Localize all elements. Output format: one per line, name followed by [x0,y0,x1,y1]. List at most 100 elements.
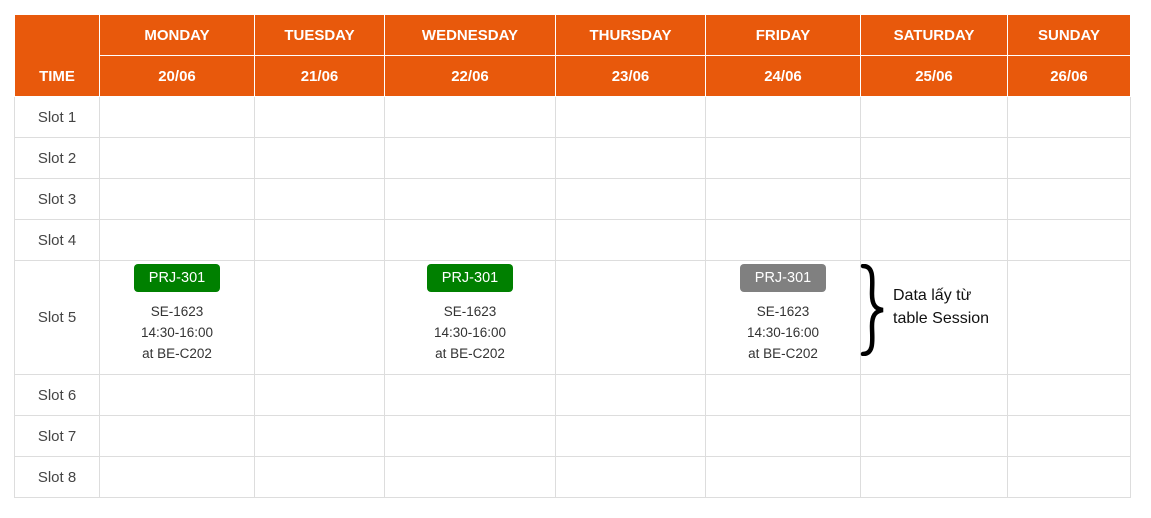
cell [860,260,1008,375]
cell [555,96,706,138]
cell [555,415,706,457]
date-header-friday: 24/06 [705,55,861,97]
cell [254,456,385,498]
slot-row: Slot 7 [14,415,1131,457]
cell [99,178,255,220]
slot-row: Slot 2 [14,137,1131,179]
cell [555,260,706,375]
date-header-thursday: 23/06 [555,55,706,97]
cell [705,178,861,220]
session-cell-monday: PRJ-301 SE-1623 14:30-16:00 at BE-C202 [99,260,255,375]
day-header-sunday: SUNDAY [1007,14,1131,56]
slot-row: Slot 3 [14,178,1131,220]
cell [860,374,1008,416]
day-header-thursday: THURSDAY [555,14,706,56]
day-header-tuesday: TUESDAY [254,14,385,56]
cell [254,96,385,138]
cell [99,137,255,179]
cell [254,374,385,416]
cell [254,415,385,457]
cell [705,415,861,457]
date-header-monday: 20/06 [99,55,255,97]
cell [384,456,556,498]
cell [384,96,556,138]
slot-row: Slot 8 [14,456,1131,498]
annotation-line: Data lấy từ [893,287,972,304]
cell [1007,178,1131,220]
cell [384,415,556,457]
cell [705,219,861,261]
slot-row: Slot 6 [14,374,1131,416]
cell [1007,415,1131,457]
cell [99,219,255,261]
cell [555,178,706,220]
cell [99,374,255,416]
date-header-wednesday: 22/06 [384,55,556,97]
day-header-friday: FRIDAY [705,14,861,56]
slot-label: Slot 7 [14,415,100,457]
cell [555,137,706,179]
cell [254,178,385,220]
cell [555,374,706,416]
cell [1007,456,1131,498]
slot-row: Slot 4 [14,219,1131,261]
session-group: SE-1623 [756,303,810,319]
cell [860,415,1008,457]
session-time: 14:30-16:00 [746,324,820,340]
cell [384,178,556,220]
session-time: 14:30-16:00 [140,324,214,340]
session-cell-wednesday: PRJ-301 SE-1623 14:30-16:00 at BE-C202 [384,260,556,375]
cell [1007,260,1131,375]
day-header-wednesday: WEDNESDAY [384,14,556,56]
course-badge[interactable]: PRJ-301 [133,263,221,292]
cell [384,374,556,416]
session-group: SE-1623 [150,303,204,319]
cell [860,178,1008,220]
course-badge[interactable]: PRJ-301 [426,263,514,292]
cell [705,137,861,179]
session-room: at BE-C202 [435,345,505,361]
cell [860,456,1008,498]
slot-label: Slot 2 [14,137,100,179]
cell [1007,374,1131,416]
cell [384,137,556,179]
cell [254,137,385,179]
annotation-text: Data lấy từ table Session [893,284,989,330]
cell [1007,137,1131,179]
cell [860,137,1008,179]
date-header-saturday: 25/06 [860,55,1008,97]
cell [705,96,861,138]
session-room: at BE-C202 [748,345,818,361]
slot-label: Slot 8 [14,456,100,498]
course-badge[interactable]: PRJ-301 [739,263,827,292]
cell [860,219,1008,261]
slot-row: Slot 5 PRJ-301 SE-1623 14:30-16:00 at BE… [14,260,1131,375]
cell [384,219,556,261]
slot-label: Slot 4 [14,219,100,261]
cell [555,456,706,498]
curly-brace-icon [860,264,884,356]
cell [99,96,255,138]
date-header-tuesday: 21/06 [254,55,385,97]
session-group: SE-1623 [443,303,497,319]
cell [254,219,385,261]
cell [99,456,255,498]
day-header-saturday: SATURDAY [860,14,1008,56]
slot-row: Slot 1 [14,96,1131,138]
slot-label: Slot 1 [14,96,100,138]
cell [254,260,385,375]
slot-label: Slot 5 [14,260,100,375]
annotation-note: Data lấy từ table Session [855,262,989,358]
cell [705,456,861,498]
slot-label: Slot 3 [14,178,100,220]
cell [860,96,1008,138]
cell [1007,96,1131,138]
session-cell-friday: PRJ-301 SE-1623 14:30-16:00 at BE-C202 [705,260,861,375]
cell [1007,219,1131,261]
cell [555,219,706,261]
annotation-line: table Session [893,310,990,327]
session-room: at BE-C202 [142,345,212,361]
date-header-sunday: 26/06 [1007,55,1131,97]
cell [705,374,861,416]
slot-label: Slot 6 [14,374,100,416]
